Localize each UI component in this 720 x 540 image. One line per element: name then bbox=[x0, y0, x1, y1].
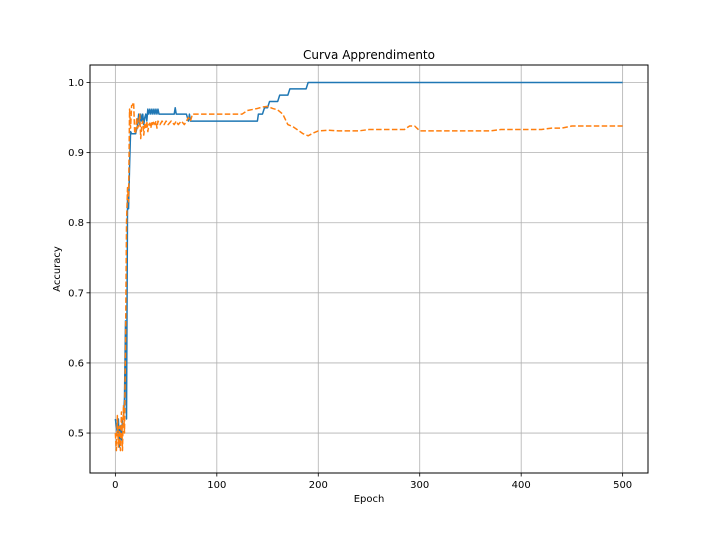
series-line-2 bbox=[114, 101, 623, 452]
plot-frame bbox=[89, 64, 649, 474]
x-axis-label: Epoch bbox=[354, 494, 385, 505]
x-tick-label: 400 bbox=[512, 480, 531, 491]
y-axis: 0.5 0.6 0.7 0.8 0.9 1.0 bbox=[68, 78, 90, 440]
y-tick-label: 0.9 bbox=[68, 148, 84, 159]
x-tick-label: 500 bbox=[613, 480, 632, 491]
y-tick-label: 0.5 bbox=[68, 429, 84, 440]
y-axis-label: Accuracy bbox=[52, 246, 63, 292]
x-tick-label: 100 bbox=[207, 480, 226, 491]
x-tick-label: 300 bbox=[410, 480, 429, 491]
y-tick-label: 0.8 bbox=[68, 218, 84, 229]
x-tick-label: 200 bbox=[309, 480, 328, 491]
y-tick-label: 1.0 bbox=[68, 78, 84, 89]
x-tick-label: 0 bbox=[112, 480, 118, 491]
grid bbox=[90, 65, 648, 473]
plot-area bbox=[90, 65, 648, 473]
x-axis: 0 100 200 300 400 500 bbox=[112, 473, 632, 491]
series-group bbox=[114, 81, 623, 452]
y-tick-label: 0.7 bbox=[68, 288, 84, 299]
chart-title: Curva Apprendimento bbox=[303, 48, 435, 62]
y-tick-label: 0.6 bbox=[68, 358, 84, 369]
